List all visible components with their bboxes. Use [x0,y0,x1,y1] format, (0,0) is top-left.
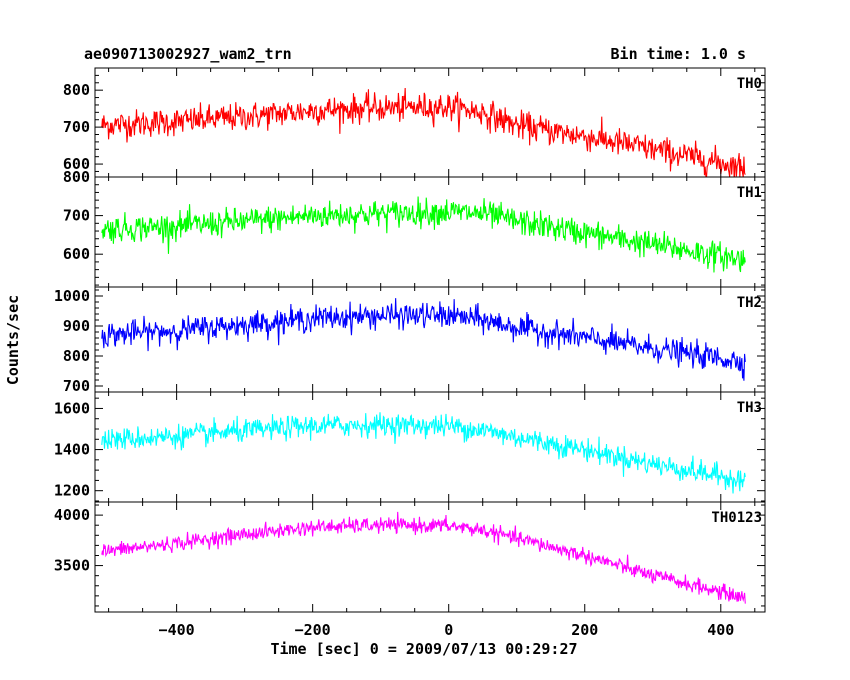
y-tick-label: 700 [63,207,90,225]
x-tick-label: 200 [571,621,598,639]
panel-label-th2: TH2 [737,295,762,311]
panel-th1: 600 700 800 TH1 [63,168,766,288]
y-tick-label: 600 [63,245,90,263]
panel-th0123: 3500 4000 TH0123 [54,501,766,613]
bin-time-label: Bin time: 1.0 s [611,45,746,63]
panel-th2: 700 800 900 1000 TH2 [54,286,766,395]
panel-th3: 1200 1400 1600 TH3 [54,391,766,503]
y-tick-label: 3500 [54,557,90,575]
series-line-th0123 [101,511,746,604]
series-line-th3 [101,412,746,494]
y-tick-label: 1200 [54,482,90,500]
y-tick-label: 800 [63,347,90,365]
y-axis-label: Counts/sec [4,295,22,385]
panel-label-th0: TH0 [737,76,762,92]
series-line-th0 [101,87,746,177]
chart-title: ae090713002927_wam2_trn [84,45,292,63]
x-tick-label: 400 [707,621,734,639]
x-tick-label: 0 [444,621,453,639]
panel-label-th1: TH1 [737,185,762,201]
y-tick-label: 700 [63,118,90,136]
x-tick-label: −200 [295,621,331,639]
y-tick-label: 900 [63,317,90,335]
y-tick-label: 1000 [54,287,90,305]
y-tick-label: 1600 [54,399,90,417]
panels-group: 600 700 800 TH0 600 700 800 TH1 700 800 900 1000 TH2… [54,67,766,613]
series-line-th1 [101,196,746,273]
y-tick-label: 800 [63,81,90,99]
y-tick-label: 600 [63,155,90,173]
panel-frame [94,391,766,503]
x-axis-label: Time [sec] 0 = 2009/07/13 00:29:27 [270,640,577,658]
y-tick-label: 4000 [54,506,90,524]
y-tick-label: 1400 [54,441,90,459]
panel-label-th0123: TH0123 [711,510,762,526]
panel-th0: 600 700 800 TH0 [63,67,766,178]
y-tick-label: 700 [63,377,90,395]
panel-frame [94,501,766,613]
y-tick-label: 800 [63,168,90,186]
panel-frame [94,286,766,393]
series-line-th2 [101,298,746,381]
x-tick-label: −400 [159,621,195,639]
panel-label-th3: TH3 [737,400,762,416]
x-axis-ticks: −400 −200 0 200 400 [159,621,735,639]
